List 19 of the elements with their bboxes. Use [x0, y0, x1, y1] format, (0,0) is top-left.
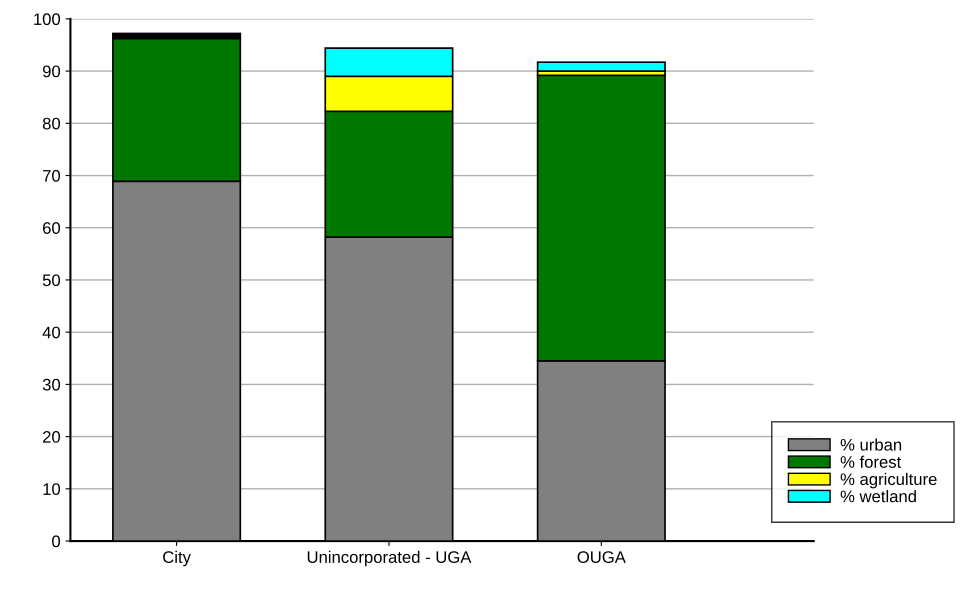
x-tick-label: City — [163, 550, 191, 566]
y-tick-label: 40 — [42, 326, 60, 338]
y-tick-label: 0 — [52, 535, 60, 548]
legend-label: % urban — [840, 438, 902, 451]
y-tick-label: 20 — [42, 431, 60, 443]
legend-label: % wetland — [840, 490, 916, 502]
y-tick-label: 30 — [42, 378, 60, 391]
x-tick-label: OUGA — [578, 551, 626, 563]
legend-label: % agriculture — [840, 472, 937, 488]
y-tick-label: 80 — [42, 118, 60, 130]
y-tick-label: 70 — [43, 170, 60, 182]
bar — [536, 61, 666, 72]
x-tick-label: Unincorporated - UGA — [308, 550, 472, 566]
y-tick-label: 10 — [43, 483, 60, 496]
y-tick-label: 60 — [43, 222, 60, 234]
y-tick-label: 100 — [34, 13, 60, 26]
legend-label: % forest — [840, 456, 902, 468]
y-tick-label: 50 — [42, 274, 60, 286]
y-tick-label: 90 — [42, 65, 60, 78]
